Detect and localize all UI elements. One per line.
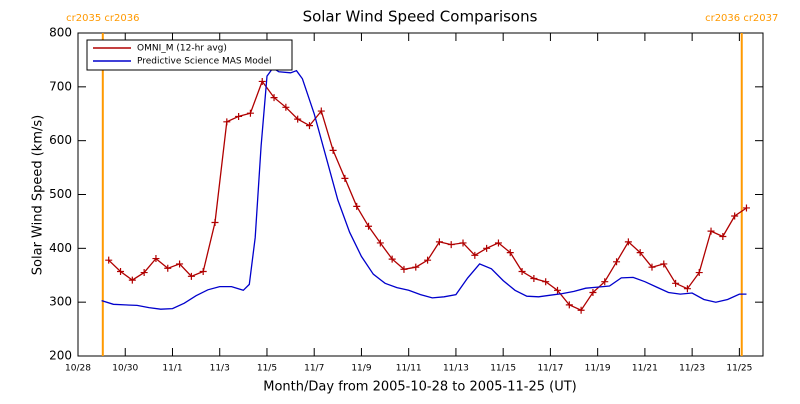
x-tick-label: 11/21 (632, 364, 658, 374)
point-marker (341, 174, 349, 182)
legend-box (86, 39, 293, 71)
point-marker (518, 267, 526, 275)
y-tick-label: 300 (49, 295, 72, 309)
point-marker (128, 276, 136, 284)
point-marker (211, 218, 219, 226)
point-marker (329, 146, 337, 154)
point-marker (305, 122, 313, 130)
point-marker (648, 263, 656, 271)
point-marker (258, 77, 266, 85)
x-tick-label: 11/5 (257, 364, 277, 374)
y-tick-label: 200 (49, 349, 72, 363)
point-marker (435, 238, 443, 246)
point-marker (624, 238, 632, 246)
point-marker (589, 288, 597, 296)
point-marker (530, 274, 538, 282)
point-marker (164, 264, 172, 272)
legend-label: Predictive Science MAS Model (137, 57, 272, 67)
point-marker (471, 251, 479, 259)
annotation: cr2036 cr2037 (705, 13, 778, 24)
point-marker (459, 239, 467, 247)
y-tick-label: 800 (49, 26, 72, 40)
point-marker (506, 249, 514, 257)
point-marker (365, 222, 373, 230)
x-tick-label: 11/15 (490, 364, 516, 374)
y-tick-label: 500 (49, 187, 72, 201)
x-tick-label: 10/30 (112, 364, 138, 374)
point-marker (176, 260, 184, 268)
x-tick-label: 11/11 (396, 364, 422, 374)
point-marker (565, 301, 573, 309)
x-tick-label: 11/7 (304, 364, 324, 374)
point-marker (601, 278, 609, 286)
y-tick-label: 700 (49, 79, 72, 93)
point-marker (317, 107, 325, 115)
y-axis-label: Solar Wind Speed (km/s) (31, 115, 46, 275)
x-tick-label: 11/25 (726, 364, 752, 374)
point-marker (235, 112, 243, 120)
point-marker (554, 286, 561, 294)
point-marker (282, 103, 290, 111)
x-tick-label: 11/23 (679, 364, 705, 374)
point-marker (695, 269, 703, 277)
point-marker (707, 227, 715, 235)
point-marker (542, 278, 550, 286)
point-marker (412, 263, 420, 271)
point-marker (152, 255, 160, 263)
y-tick-label: 400 (49, 241, 72, 255)
x-tick-label: 11/1 (162, 364, 182, 374)
point-marker (660, 260, 668, 268)
point-marker (636, 249, 644, 257)
point-marker (117, 267, 125, 275)
x-tick-label: 10/28 (65, 364, 91, 374)
point-marker (270, 94, 278, 102)
point-marker (613, 258, 621, 266)
point-marker (294, 115, 302, 123)
point-marker (199, 267, 207, 275)
x-tick-label: 11/9 (351, 364, 371, 374)
point-marker (400, 265, 408, 273)
point-marker (483, 244, 491, 252)
x-tick-label: 11/17 (537, 364, 563, 374)
legend-label: OMNI_M (12-hr avg) (137, 44, 227, 54)
point-marker (140, 269, 148, 277)
y-tick-label: 600 (49, 133, 72, 147)
point-marker (353, 202, 361, 210)
point-marker (105, 256, 113, 264)
point-marker (223, 118, 231, 126)
series-line (101, 67, 747, 310)
point-marker (742, 204, 750, 212)
point-marker (447, 241, 455, 249)
point-marker (187, 272, 195, 280)
x-tick-label: 11/13 (443, 364, 469, 374)
chart-title: Solar Wind Speed Comparisons (303, 8, 538, 26)
point-marker (683, 285, 691, 293)
x-tick-label: 11/3 (210, 364, 230, 374)
x-axis-label: Month/Day from 2005-10-28 to 2005-11-25 … (263, 380, 576, 395)
point-marker (424, 256, 432, 264)
annotation: cr2035 cr2036 (66, 13, 139, 24)
point-marker (719, 232, 727, 240)
point-marker (672, 279, 680, 287)
x-tick-label: 11/19 (585, 364, 611, 374)
point-marker (388, 255, 396, 263)
point-marker (494, 239, 502, 247)
point-marker (376, 239, 384, 247)
point-marker (731, 212, 739, 220)
point-marker (577, 306, 585, 314)
point-marker (246, 109, 254, 117)
